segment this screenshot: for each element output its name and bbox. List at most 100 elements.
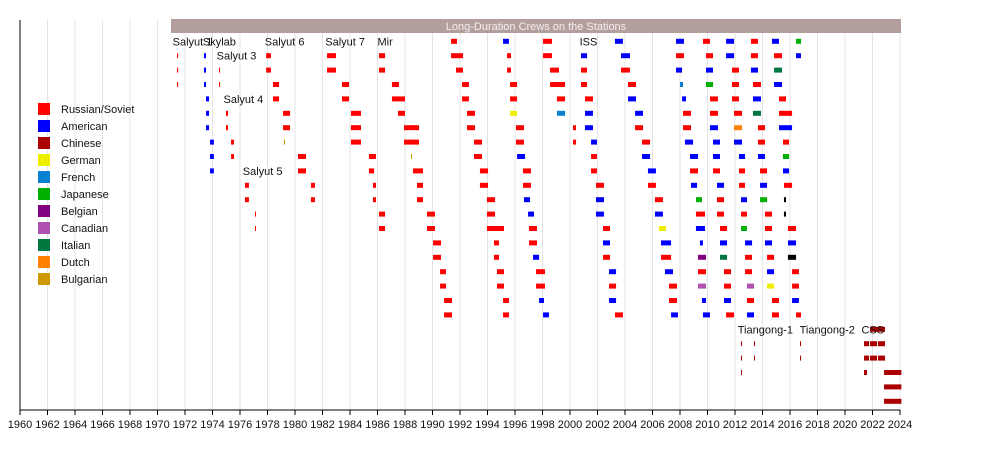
crew-bar <box>702 298 706 303</box>
crew-bar <box>350 110 361 116</box>
crew-bar <box>738 168 746 174</box>
station-label: Tiangong-1 <box>738 324 793 336</box>
crew-bar <box>231 139 234 145</box>
crew-bar <box>310 182 315 188</box>
crew-bar <box>451 53 464 59</box>
crew-bar <box>462 96 469 102</box>
crew-bar <box>800 355 802 361</box>
crew-bar <box>507 53 512 59</box>
x-tick-label: 2018 <box>805 419 829 431</box>
crew-bar <box>584 96 593 102</box>
crew-bar <box>726 38 735 44</box>
crew-bar <box>493 240 500 246</box>
crew-bar <box>368 154 376 159</box>
crew-bar <box>753 110 761 116</box>
crew-bar <box>782 139 790 145</box>
x-tick-label: 2016 <box>778 419 802 431</box>
crew-bar <box>327 67 336 73</box>
crew-bar <box>556 96 566 102</box>
crew-bar <box>510 82 518 87</box>
crew-bar <box>690 168 699 174</box>
crew-bar <box>750 67 758 73</box>
crew-bar <box>628 96 636 102</box>
crew-bar <box>698 254 706 260</box>
crew-bar <box>705 53 713 59</box>
legend-label: Chinese <box>61 138 101 150</box>
crew-bar <box>404 125 420 131</box>
crew-bar <box>550 82 566 87</box>
crew-bar <box>310 197 315 203</box>
crew-bar <box>342 82 350 87</box>
crew-bar <box>510 96 518 102</box>
crew-bar <box>690 154 699 159</box>
crew-bar <box>397 110 405 116</box>
crew-bar <box>753 341 755 347</box>
station-label: Salyut 4 <box>224 94 264 106</box>
crew-bar <box>206 96 210 102</box>
crew-bar <box>433 240 442 246</box>
crew-bar <box>734 139 743 145</box>
x-tick-label: 1976 <box>228 419 252 431</box>
crew-bar <box>676 67 683 73</box>
crew-bar <box>635 125 644 131</box>
crew-bar <box>503 312 509 318</box>
x-tick-label: 1964 <box>63 419 87 431</box>
crew-bar <box>391 96 405 102</box>
crew-bar <box>474 139 482 145</box>
station-label: Salyut 1 <box>173 36 213 48</box>
crew-bar <box>550 67 559 73</box>
x-tick-label: 1960 <box>8 419 32 431</box>
crew-bar <box>741 341 743 347</box>
crew-bar <box>713 168 721 174</box>
crew-bar <box>760 182 768 188</box>
crew-bar <box>628 82 636 87</box>
crew-bar <box>741 226 747 231</box>
x-tick-label: 1968 <box>118 419 142 431</box>
legend-swatch <box>38 273 50 285</box>
crew-bar <box>870 355 878 361</box>
crew-bar <box>658 226 666 231</box>
crew-bar <box>510 110 518 116</box>
crew-bar <box>698 269 706 275</box>
x-tick-label: 1982 <box>310 419 334 431</box>
station-label: Salyut 5 <box>243 166 283 178</box>
crew-bar <box>698 283 706 289</box>
station-label: Tiangong-2 <box>800 324 855 336</box>
crew-bar <box>724 283 732 289</box>
crew-bar <box>416 197 424 203</box>
crew-bar <box>767 283 775 289</box>
x-tick-label: 2022 <box>860 419 884 431</box>
x-tick-label: 1978 <box>255 419 279 431</box>
crew-bar <box>581 82 588 87</box>
x-tick-label: 1962 <box>35 419 59 431</box>
crew-bar <box>669 298 677 303</box>
x-axis: 1960 1962 1964 1966 1968 1970 1972 1974 1976 1978… <box>8 20 912 431</box>
crew-bar <box>614 38 623 44</box>
crew-bar <box>210 168 214 174</box>
crew-bar <box>731 96 739 102</box>
crew-bar <box>720 240 728 246</box>
crew-bar <box>462 82 469 87</box>
crew-bar <box>738 154 746 159</box>
crew-bar <box>244 197 249 203</box>
x-tick-label: 2020 <box>833 419 857 431</box>
crew-bar <box>720 254 728 260</box>
crew-bar <box>863 341 870 347</box>
crew-bar <box>273 96 280 102</box>
crew-bar <box>863 370 867 375</box>
crew-bar <box>716 211 724 217</box>
crew-bar <box>705 82 713 87</box>
crew-bar <box>254 226 256 231</box>
crew-bar <box>614 312 623 318</box>
crew-bar <box>734 110 743 116</box>
x-tick-label: 2000 <box>558 419 582 431</box>
x-tick-label: 1994 <box>475 419 499 431</box>
crew-bar <box>543 38 552 44</box>
crew-bar <box>746 312 754 318</box>
x-tick-label: 2006 <box>640 419 664 431</box>
crew-bar <box>753 82 761 87</box>
x-tick-label: 2002 <box>585 419 609 431</box>
station-label: Salyut 7 <box>325 36 365 48</box>
crew-bar <box>573 139 577 145</box>
crew-bar <box>796 312 801 318</box>
